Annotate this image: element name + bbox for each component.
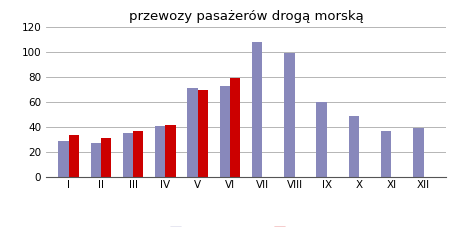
Bar [58, 141, 68, 177]
Bar [348, 116, 358, 177]
Bar [219, 86, 230, 177]
Bar [187, 88, 197, 177]
Bar [284, 54, 294, 177]
Bar [133, 131, 143, 177]
Bar [165, 125, 175, 177]
Bar [155, 126, 165, 177]
Title: przewozy pasażerów drogą morską: przewozy pasażerów drogą morską [129, 10, 363, 23]
Bar [230, 79, 240, 177]
Bar [316, 102, 326, 177]
Bar [90, 143, 101, 177]
Bar [101, 138, 111, 177]
Bar [68, 135, 79, 177]
Bar [197, 90, 207, 177]
Bar [123, 133, 133, 177]
Bar [380, 131, 391, 177]
Bar [252, 42, 262, 177]
Bar [412, 128, 423, 177]
